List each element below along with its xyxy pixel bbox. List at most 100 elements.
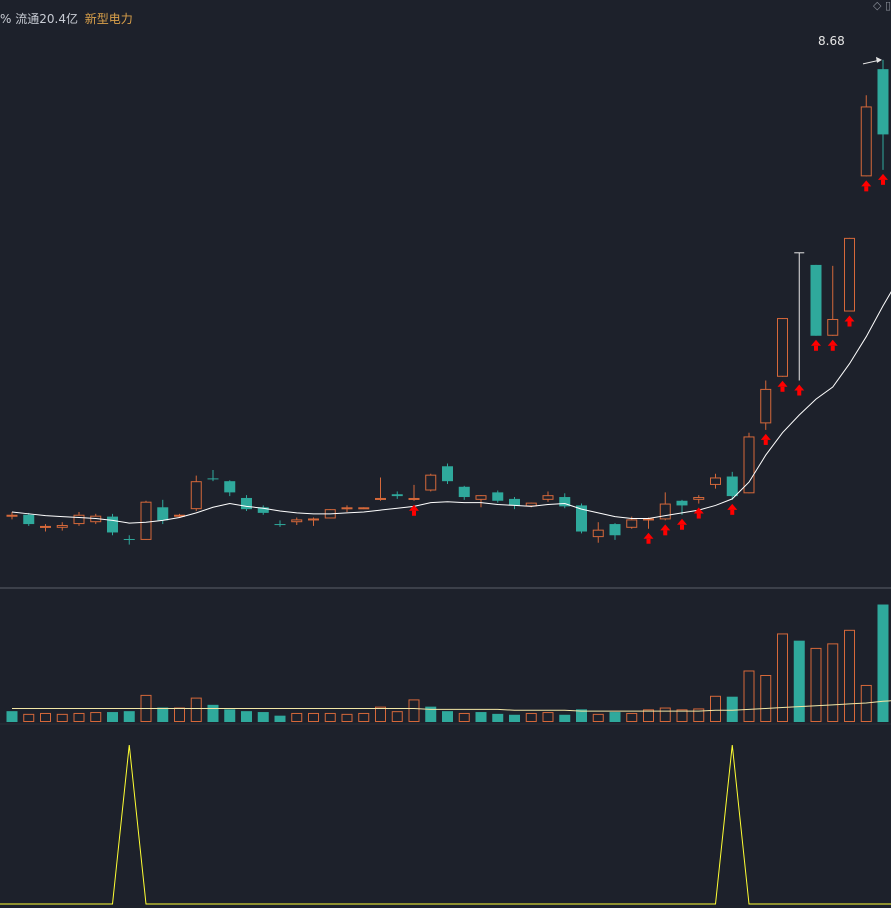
candle-body <box>827 318 839 336</box>
candle-body <box>659 503 671 520</box>
volume-bar <box>408 699 420 723</box>
indicator-line <box>0 744 891 905</box>
candle-body <box>726 476 738 497</box>
arrow-shaft <box>847 321 852 327</box>
volume-bar <box>710 695 721 723</box>
candle-body <box>810 264 822 336</box>
arrow-shaft <box>763 439 768 445</box>
candle-body <box>743 436 755 494</box>
volume-bar <box>207 704 219 722</box>
candle-body <box>525 502 537 507</box>
arrow-head <box>727 503 738 510</box>
volume-bar <box>341 713 353 722</box>
volume-bar <box>525 712 537 722</box>
ma-line <box>11 291 891 524</box>
candle-body <box>207 478 219 480</box>
buy-signal-arrow-icon <box>861 180 872 192</box>
volume-bar <box>643 709 654 722</box>
candle-body <box>559 497 571 507</box>
volume-bar <box>224 709 236 722</box>
volume-bar <box>659 707 671 722</box>
volume-bar <box>492 713 504 722</box>
candle-body <box>190 481 202 510</box>
candle-body <box>358 507 370 510</box>
arrow-shaft <box>780 386 785 392</box>
volume-bar <box>90 712 102 723</box>
price-panel[interactable] <box>6 56 891 545</box>
arrow-head <box>660 524 671 531</box>
candle-body <box>777 318 788 377</box>
volume-bar <box>592 713 604 722</box>
buy-signal-arrow-icon <box>660 524 671 536</box>
volume-bar <box>157 707 169 722</box>
buy-signal-arrow-icon <box>677 518 687 530</box>
volume-bar <box>174 707 185 722</box>
volume-bar <box>56 713 68 722</box>
volume-bar <box>576 709 587 722</box>
volume-bar <box>324 712 336 722</box>
volume-bar <box>726 696 738 722</box>
candle-body <box>844 237 855 312</box>
candle-body <box>241 497 252 510</box>
volume-bar <box>609 712 621 722</box>
volume-bar <box>509 714 520 722</box>
candle-body <box>6 514 18 517</box>
candle-body <box>676 500 688 506</box>
buy-signal-arrow-icon <box>409 504 419 516</box>
buy-signal-arrow-icon <box>643 532 654 544</box>
candle-body <box>391 494 403 497</box>
corner-controls: ◇ ▯ <box>873 0 891 11</box>
candle-body <box>626 519 638 528</box>
candle-body <box>576 505 587 532</box>
volume-panel[interactable] <box>6 604 891 723</box>
volume-bar <box>777 633 788 722</box>
arrow-shaft <box>881 179 885 185</box>
candle-body <box>542 495 554 500</box>
volume-bar <box>626 712 638 722</box>
arrow-head <box>409 504 419 511</box>
candle-body <box>224 481 236 493</box>
volume-bar <box>844 629 855 722</box>
buy-signal-arrow-icon <box>693 507 704 519</box>
volume-bar <box>274 715 286 722</box>
arrow-shaft <box>646 538 651 544</box>
candle-body <box>341 507 353 510</box>
panel-icon[interactable]: ▯ <box>884 0 891 12</box>
candle-body <box>860 106 872 177</box>
buy-signal-arrow-icon <box>777 380 788 392</box>
candle-body <box>710 477 721 485</box>
volume-bar <box>458 712 470 722</box>
indicator-panel[interactable] <box>0 744 891 905</box>
arrow-head <box>677 518 687 525</box>
candle-body <box>509 498 520 506</box>
volume-bar <box>375 706 386 722</box>
volume-bar <box>693 708 705 723</box>
candle-body <box>760 388 772 424</box>
volume-bar <box>190 697 202 722</box>
volume-bar <box>23 713 35 722</box>
diamond-icon[interactable]: ◇ <box>872 0 882 12</box>
volume-bar <box>358 712 370 722</box>
volume-bar <box>257 712 269 722</box>
buy-signal-arrow-icon <box>727 503 738 515</box>
volume-bar <box>442 711 453 722</box>
concept-tag[interactable]: 新型电力 <box>84 12 133 26</box>
candle-body <box>492 492 504 501</box>
volume-bar <box>73 712 85 722</box>
volume-bar <box>793 640 805 722</box>
buy-signal-arrow-icon <box>794 384 805 396</box>
volume-bar <box>425 706 437 722</box>
arrow-head <box>794 384 805 391</box>
arrow-shaft <box>412 510 416 516</box>
volume-bar <box>877 604 889 722</box>
max-price-pointer-head <box>876 56 882 63</box>
candle-body <box>140 501 152 540</box>
volume-ma-line <box>12 700 891 712</box>
float-market-cap: 流通20.4亿 <box>15 12 78 26</box>
buy-signal-arrow-icon <box>878 173 888 185</box>
volume-bar <box>107 712 118 722</box>
arrow-head <box>878 173 888 180</box>
arrow-shaft <box>797 390 802 396</box>
